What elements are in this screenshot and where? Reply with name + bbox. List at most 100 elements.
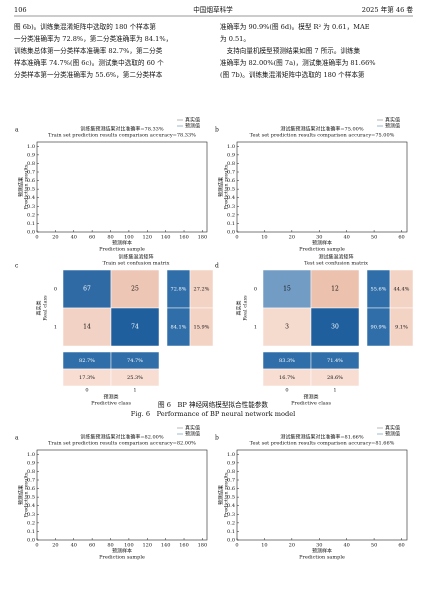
x-tick-label: 100 [124,235,134,241]
y-tick-label: 1.0 [27,452,35,458]
body-line: 分类样本第一分类准确率为 55.6%，第二分类样本 [14,70,163,79]
y-tick-label: 1.0 [227,144,235,150]
legend-label: 真实值 [185,425,200,432]
col-class-label: 0 [85,388,88,394]
panel-label: a [15,435,19,442]
y-tick-label: 0.6 [227,486,235,492]
y-axis-label-en: Prediction results [224,164,230,209]
y-tick-label: 0.6 [27,178,35,184]
matrix-value: 30 [331,324,339,331]
y-tick-label: 0.3 [27,512,35,518]
page-number: 106 [14,6,27,14]
journal-name: 中国烟草科学 [193,5,233,14]
body-line: 样本准确率 74.7%(图 6c)。测试集中选取的 60 个 [14,58,164,67]
col-pct: 16.7% [279,375,295,381]
y-tick-label: 0.4 [227,503,235,509]
matrix-cell [62,269,112,309]
figure-caption: 图 6 BP 神经网络模型拟合性能参数 [158,400,268,409]
matrix-cell [110,269,160,309]
x-tick-label: 20 [289,543,295,549]
y-axis-label-en: Real class [43,295,49,321]
matrix-value: 74 [131,324,139,331]
y-tick-label: 0.2 [27,520,35,526]
x-axis-label: 预测样本 [312,240,332,247]
y-tick-label: 0.2 [227,212,235,218]
plot-frame [36,141,208,233]
y-tick-label: 0.1 [27,529,35,535]
y-tick-label: 0.1 [27,221,35,227]
y-tick-label: 0.0 [27,538,35,544]
x-axis-label: 预测样本 [312,548,332,555]
y-axis-label-en: Prediction results [224,472,230,517]
col-pct: 28.6% [327,375,343,381]
col-class-label: 1 [133,388,136,394]
x-tick-label: 140 [161,235,171,241]
panel-title-en: Train set confusion matrix [103,261,170,267]
y-tick-label: 0.3 [227,204,235,210]
row-pct: 90.9% [371,325,387,331]
y-tick-label: 0.7 [27,170,35,176]
x-tick-label: 40 [343,543,349,549]
row-pct-cell [389,307,414,347]
y-tick-label: 0.8 [27,161,35,167]
matrix-value: 14 [83,324,91,331]
x-axis-label-en: Prediction sample [99,247,145,253]
x-tick-label: 60 [398,235,404,241]
y-tick-label: 0.8 [227,161,235,167]
x-tick-label: 0 [235,235,238,241]
y-tick-label: 0.3 [27,204,35,210]
x-tick-label: 60 [89,235,95,241]
panel-title-en: Train set prediction results comparison … [48,133,196,139]
x-tick-label: 50 [371,235,377,241]
y-axis-label: 真实类 [236,300,243,315]
panel-title: 测试集预测结果对比准确率=75.00% [280,126,364,133]
panel-label: c [15,263,19,270]
x-tick-label: 120 [142,235,152,241]
y-axis-label: 预测结果 [218,177,225,197]
matrix-value: 12 [331,286,339,293]
y-tick-label: 0.0 [227,538,235,544]
body-line: 训练集总体第一分类样本准确率 82.7%，第二分类 [14,46,163,55]
x-tick-label: 30 [316,543,322,549]
plot-frame [36,449,208,541]
y-tick-label: 0.9 [227,460,235,466]
row-class-label: 1 [54,325,57,331]
plot-frame [236,141,408,233]
legend-label: 真实值 [385,425,400,432]
x-tick-label: 180 [198,543,208,549]
y-axis-label: 预测结果 [18,177,25,197]
panel-title: 训练集预测结果对比准确率=78.33% [80,126,164,133]
y-tick-label: 0.5 [27,495,35,501]
x-tick-label: 60 [89,543,95,549]
y-axis-label: 预测结果 [218,485,225,505]
x-tick-label: 0 [35,235,38,241]
y-axis-label-en: Real class [243,295,249,321]
x-tick-label: 10 [261,235,267,241]
y-tick-label: 0.7 [227,478,235,484]
y-tick-label: 0.1 [227,529,235,535]
y-tick-label: 0.8 [227,469,235,475]
col-pct: 74.7% [127,358,143,364]
row-pct: 44.4% [394,287,410,293]
panel-label: a [15,127,19,134]
col-class-label: 0 [285,388,288,394]
x-axis-label: 预测样本 [112,240,132,247]
x-tick-label: 10 [261,543,267,549]
y-tick-label: 0.4 [27,195,35,201]
y-axis-label-en: Prediction results [24,164,30,209]
y-tick-label: 0.6 [27,486,35,492]
y-tick-label: 0.9 [27,152,35,158]
panel-title-en: Train set prediction results comparison … [48,441,196,447]
y-tick-label: 1.0 [227,452,235,458]
legend-label: 真实值 [185,117,200,124]
x-tick-label: 20 [289,235,295,241]
y-tick-label: 1.0 [27,144,35,150]
x-tick-label: 60 [398,543,404,549]
y-tick-label: 0.2 [27,212,35,218]
matrix-value: 15 [283,286,291,293]
y-tick-label: 0.9 [227,152,235,158]
legend-label: 预测值 [185,431,200,438]
col-pct: 83.3% [279,358,295,364]
x-tick-label: 80 [107,235,113,241]
col-pct: 25.3% [127,375,143,381]
